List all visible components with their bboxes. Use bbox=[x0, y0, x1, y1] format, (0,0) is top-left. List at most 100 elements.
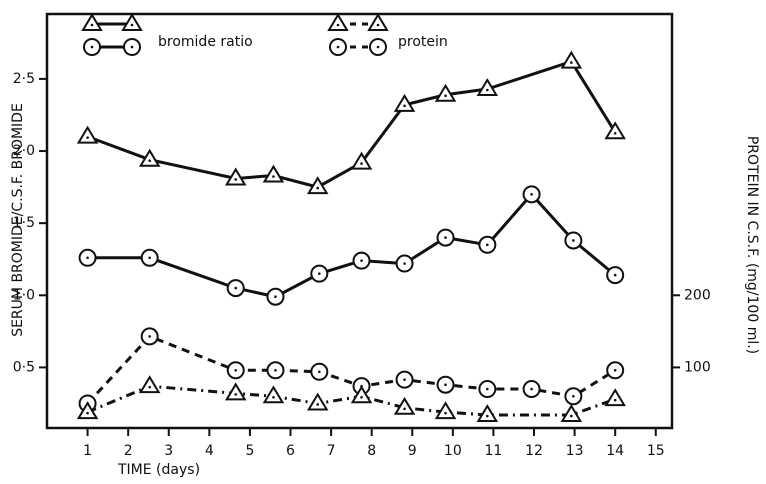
legend-label: bromide ratio bbox=[158, 34, 253, 50]
marker-dot bbox=[274, 295, 277, 299]
marker-dot bbox=[403, 104, 406, 108]
y-tick-label: 1·5 bbox=[13, 215, 35, 231]
x-tick-label: 3 bbox=[164, 443, 173, 459]
marker-dot bbox=[376, 45, 380, 49]
marker-shape bbox=[138, 148, 161, 167]
marker-dot bbox=[234, 368, 238, 372]
marker-dot bbox=[360, 395, 363, 399]
marker-shape bbox=[138, 375, 161, 394]
marker-dot bbox=[444, 94, 447, 98]
marker-dot bbox=[376, 23, 380, 27]
marker-shape bbox=[560, 50, 583, 69]
marker-dot bbox=[486, 414, 489, 418]
plot-frame bbox=[45, 12, 674, 430]
marker-shape bbox=[76, 125, 99, 144]
marker-dot bbox=[130, 45, 134, 49]
marker-shape bbox=[604, 388, 626, 407]
marker-dot bbox=[148, 385, 151, 389]
marker-dot bbox=[572, 239, 575, 242]
marker-dot bbox=[486, 387, 489, 391]
series-line bbox=[87, 59, 617, 189]
marker-dot bbox=[570, 61, 573, 64]
marker-shape bbox=[476, 78, 499, 97]
marker-shape bbox=[81, 13, 103, 31]
marker-shape bbox=[476, 404, 499, 423]
marker-dot bbox=[613, 398, 617, 402]
marker-shape bbox=[224, 382, 247, 401]
x-tick-label: 2 bbox=[124, 443, 133, 459]
marker-dot bbox=[613, 368, 617, 372]
marker-shape bbox=[306, 176, 329, 195]
marker-dot bbox=[403, 407, 406, 411]
marker-dot bbox=[360, 162, 363, 165]
marker-dot bbox=[403, 262, 406, 265]
marker-dot bbox=[86, 256, 89, 260]
marker-dot bbox=[90, 45, 94, 49]
x-tick-label: 9 bbox=[408, 443, 417, 459]
marker-dot bbox=[403, 378, 406, 381]
marker-shape bbox=[434, 83, 457, 102]
y2-tick-label: 200 bbox=[684, 287, 711, 303]
series-line bbox=[87, 192, 617, 299]
marker-dot bbox=[336, 23, 340, 27]
marker-dot bbox=[613, 131, 617, 135]
y2-axis-label: PROTEIN IN C.S.F. (mg/100 ml.) bbox=[744, 136, 760, 354]
marker-dot bbox=[613, 273, 617, 277]
marker-shape bbox=[121, 13, 143, 31]
marker-dot bbox=[316, 186, 319, 190]
marker-dot bbox=[572, 394, 575, 398]
x-tick-label: 14 bbox=[606, 443, 624, 459]
marker-dot bbox=[316, 403, 319, 406]
marker-dot bbox=[486, 88, 489, 92]
marker-dot bbox=[336, 45, 340, 49]
x-axis-label: TIME (days) bbox=[117, 462, 200, 478]
marker-dot bbox=[444, 383, 447, 387]
marker-shape bbox=[560, 404, 583, 423]
y-tick-label: 2·0 bbox=[13, 143, 35, 159]
x-tick-label: 5 bbox=[245, 443, 254, 459]
y-tick-label: 1·0 bbox=[13, 287, 35, 303]
marker-shape bbox=[224, 167, 247, 186]
x-tick-label: 7 bbox=[327, 443, 336, 459]
marker-dot bbox=[444, 236, 447, 239]
marker-dot bbox=[318, 272, 321, 275]
marker-dot bbox=[274, 368, 277, 372]
x-tick-label: 11 bbox=[485, 443, 503, 459]
x-tick-label: 4 bbox=[205, 443, 214, 459]
marker-shape bbox=[262, 164, 285, 183]
marker-dot bbox=[148, 256, 151, 260]
x-tick-label: 12 bbox=[525, 443, 543, 459]
marker-shape bbox=[393, 396, 416, 415]
marker-shape bbox=[327, 13, 349, 31]
marker-dot bbox=[148, 335, 151, 338]
y-axis-label: SERUM BROMIDE/C.S.F. BROMIDE bbox=[10, 103, 26, 337]
marker-dot bbox=[86, 411, 89, 415]
marker-shape bbox=[76, 401, 99, 420]
marker-dot bbox=[86, 136, 89, 139]
y-tick-label: 0·5 bbox=[13, 359, 35, 375]
marker-dot bbox=[130, 23, 134, 27]
x-tick-label: 1 bbox=[83, 443, 92, 459]
marker-dot bbox=[570, 414, 573, 418]
marker-shape bbox=[306, 392, 329, 411]
marker-dot bbox=[234, 178, 238, 181]
marker-dot bbox=[360, 259, 363, 262]
marker-dot bbox=[148, 159, 151, 162]
marker-shape bbox=[393, 93, 416, 112]
marker-shape bbox=[262, 385, 285, 404]
x-tick-label: 13 bbox=[566, 443, 584, 459]
marker-dot bbox=[234, 286, 238, 290]
marker-dot bbox=[530, 193, 533, 196]
marker-dot bbox=[486, 243, 489, 247]
x-tick-label: 15 bbox=[647, 443, 665, 459]
y2-tick-label: 100 bbox=[684, 359, 711, 375]
marker-dot bbox=[318, 370, 321, 374]
x-tick-label: 6 bbox=[286, 443, 295, 459]
marker-dot bbox=[272, 175, 275, 178]
y-tick-label: 2·5 bbox=[13, 71, 35, 87]
marker-dot bbox=[444, 411, 447, 415]
marker-shape bbox=[367, 13, 389, 31]
marker-shape bbox=[350, 385, 373, 404]
marker-dot bbox=[234, 393, 238, 396]
